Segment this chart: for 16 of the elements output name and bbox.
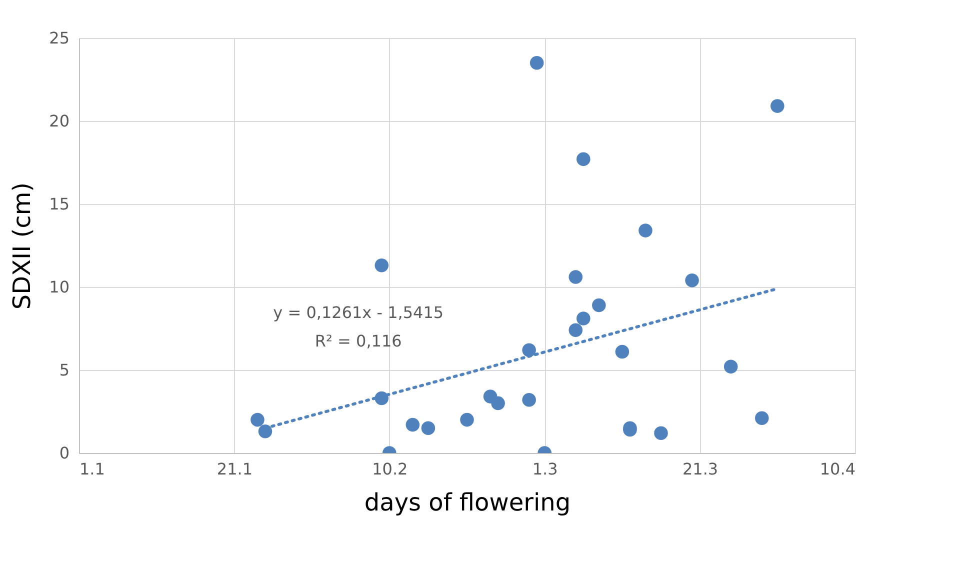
x-tick-label: 21.1 bbox=[216, 460, 253, 478]
x-tick-label: 10.2 bbox=[372, 460, 408, 478]
annotation: y = 0,1261x - 1,5415 bbox=[273, 303, 444, 322]
y-axis-title: SDXII (cm) bbox=[8, 182, 36, 310]
y-tick-label: 0 bbox=[59, 444, 70, 462]
y-tick-label: 15 bbox=[49, 194, 70, 214]
x-tick-label: 1.1 bbox=[80, 460, 105, 478]
y-tick-label: 25 bbox=[49, 28, 70, 48]
x-tick-label: 21.3 bbox=[682, 460, 718, 478]
y-tick-label: 20 bbox=[49, 112, 70, 130]
x-tick-label: 10.4 bbox=[820, 460, 856, 478]
y-tick-label: 10 bbox=[49, 278, 70, 296]
y-tick-label: 5 bbox=[59, 360, 70, 380]
x-axis-title: days of flowering bbox=[364, 488, 571, 516]
annotation: R² = 0,116 bbox=[314, 331, 402, 350]
x-tick-label: 1.3 bbox=[532, 460, 558, 478]
